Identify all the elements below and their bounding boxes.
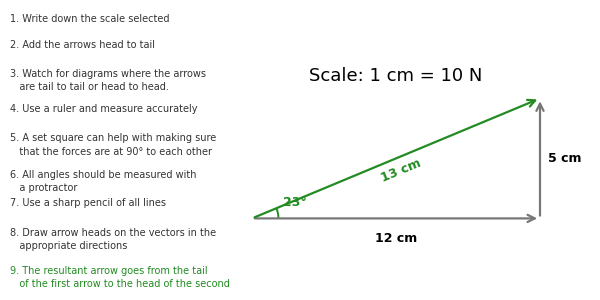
Text: 4. Use a ruler and measure accurately: 4. Use a ruler and measure accurately [10,103,198,113]
Text: 5 cm: 5 cm [548,152,582,165]
Text: 3. Watch for diagrams where the arrows
   are tail to tail or head to head.: 3. Watch for diagrams where the arrows a… [10,69,206,92]
Text: 9. The resultant arrow goes from the tail
   of the first arrow to the head of t: 9. The resultant arrow goes from the tai… [10,266,230,289]
Text: 7. Use a sharp pencil of all lines: 7. Use a sharp pencil of all lines [10,198,166,208]
Text: 13 cm: 13 cm [379,157,423,185]
Text: 5. A set square can help with making sure
   that the forces are at 90° to each : 5. A set square can help with making sur… [10,134,217,157]
Text: 2. Add the arrows head to tail: 2. Add the arrows head to tail [10,40,155,50]
Text: 6. All angles should be measured with
   a protractor: 6. All angles should be measured with a … [10,169,197,193]
Text: 1. Write down the scale selected: 1. Write down the scale selected [10,14,170,23]
Text: 23°: 23° [283,196,307,209]
Text: 8. Draw arrow heads on the vectors in the
   appropriate directions: 8. Draw arrow heads on the vectors in th… [10,228,217,251]
Text: 12 cm: 12 cm [375,232,417,244]
Text: Scale: 1 cm = 10 N: Scale: 1 cm = 10 N [310,67,482,85]
